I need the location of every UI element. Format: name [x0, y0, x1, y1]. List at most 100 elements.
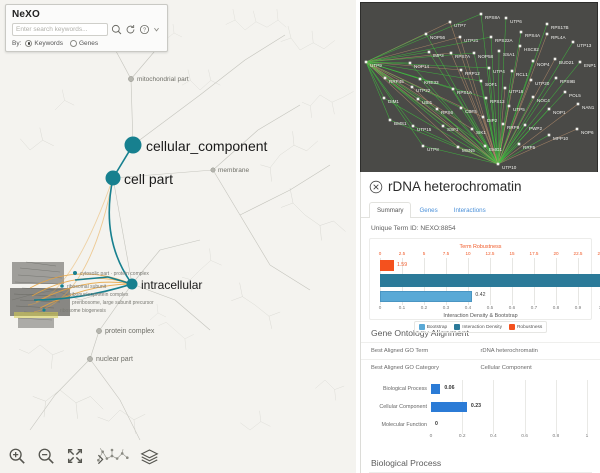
svg-text:UTP21: UTP21: [464, 38, 479, 43]
svg-text:NOP6: NOP6: [581, 130, 594, 135]
page-title: rDNA heterochromatin: [388, 179, 522, 194]
svg-text:NOP56: NOP56: [430, 35, 446, 40]
search-panel[interactable]: NeXO ? By: Keywords Genes: [5, 4, 168, 52]
axis-tick-top: 12.5: [485, 251, 495, 256]
axis-tick-top: 0: [378, 251, 382, 256]
svg-text:MPP10: MPP10: [553, 136, 569, 141]
svg-text:KRE33: KRE33: [424, 80, 439, 85]
layers-icon[interactable]: [140, 447, 159, 465]
gene-network-nodes[interactable]: [364, 12, 582, 166]
ontology-network-svg[interactable]: mitochondrial part membrane protein comp…: [0, 0, 356, 473]
radio-option-genes[interactable]: Genes: [69, 40, 99, 47]
svg-text:UTP18: UTP18: [509, 89, 524, 94]
legend-swatch-interaction-density: [454, 324, 461, 330]
svg-text:RPS4A: RPS4A: [525, 33, 541, 38]
radio-keywords[interactable]: [25, 40, 33, 47]
view-toolbar[interactable]: [0, 439, 356, 473]
chart-bottom-axis: 0 0.1 0.2 0.3 0.4 0.5 0.6 0.7 0.8 0.9 1: [374, 305, 600, 312]
svg-text:RPS1A: RPS1A: [457, 90, 473, 95]
gene-network-svg[interactable]: UTP9 RPS8A UTP6 UTP7 RPS17B NOP56 UTP21 RPS22A R…: [361, 3, 598, 174]
svg-text:BMS1: BMS1: [394, 121, 407, 126]
go-gridline: [555, 398, 557, 416]
gene-network-edges: [365, 13, 581, 165]
axis-tick-top: 5: [422, 251, 426, 256]
search-icon[interactable]: [111, 24, 122, 35]
svg-text:UTP15: UTP15: [417, 127, 432, 132]
svg-text:UTP7: UTP7: [454, 23, 466, 28]
chevron-down-icon[interactable]: [153, 26, 160, 33]
term-robustness-chart: Term Robustness 0 2.5 5 7.5 10 12.5 15 17.5 20 22…: [369, 238, 600, 333]
go-gridline: [493, 380, 495, 398]
legend-swatch-robustness: [508, 324, 515, 330]
go-gridline: [524, 380, 526, 398]
radio-genes[interactable]: [69, 40, 77, 47]
chart-legend[interactable]: Bootstrap Interaction Density Robustness: [413, 321, 548, 333]
ontology-highlighted-nodes[interactable]: [105, 136, 142, 290]
go-bar-label-molecular-function: Molecular Function: [381, 422, 427, 428]
svg-text:UTP8: UTP8: [427, 147, 439, 152]
svg-text:IMP3: IMP3: [433, 53, 444, 58]
svg-text:UTP6: UTP6: [510, 19, 522, 24]
ontology-minor-nodes[interactable]: mitochondrial part membrane protein comp…: [42, 76, 249, 363]
bar-value-robustness: 1.59: [396, 262, 408, 268]
go-gridline: [587, 398, 588, 416]
go-gridline: [555, 380, 557, 398]
term-id-text: Unique Term ID: NEXO:8854: [371, 225, 456, 232]
svg-text:preribosome, large subunit pre: preribosome, large subunit precursor: [72, 300, 154, 306]
svg-text:UTP4: UTP4: [493, 69, 505, 74]
legend-label-bootstrap: Bootstrap: [426, 324, 448, 330]
legend-item-interaction-density[interactable]: Interaction Density: [454, 324, 502, 330]
radio-option-keywords[interactable]: Keywords: [25, 40, 63, 47]
biological-process-section-title: Biological Process: [371, 458, 442, 468]
svg-text:UTP13: UTP13: [577, 43, 592, 48]
svg-text:NOP14: NOP14: [414, 64, 430, 69]
svg-text:RRP5: RRP5: [523, 145, 536, 150]
axis-tick-top: 22.5: [573, 251, 583, 256]
legend-label-interaction-density: Interaction Density: [462, 324, 502, 330]
tab-summary[interactable]: Summary: [369, 202, 412, 218]
axis-tick-top: 10: [465, 251, 471, 256]
svg-text:DIM1: DIM1: [388, 99, 399, 104]
go-bar-cellular-component: [431, 402, 467, 412]
svg-text:SSA1: SSA1: [503, 52, 515, 57]
tree-subgraph-decoration: [18, 9, 354, 434]
axis-tick-bottom: 0.4: [464, 305, 472, 310]
radio-label-genes: Genes: [78, 40, 99, 47]
chart-top-axis: 0 2.5 5 7.5 10 12.5 15 17.5 20 22.5 25: [374, 251, 600, 258]
svg-text:ENP1: ENP1: [584, 63, 596, 68]
radio-label-keywords: Keywords: [34, 40, 63, 47]
svg-text:POL5: POL5: [569, 93, 581, 98]
network-layout-icon[interactable]: [95, 446, 129, 466]
detail-tabs[interactable]: Summary Genes Interactions: [361, 201, 600, 218]
legend-item-bootstrap[interactable]: Bootstrap: [418, 324, 448, 330]
ontology-tree-view[interactable]: mitochondrial part membrane protein comp…: [0, 0, 356, 473]
svg-text:RPS6: RPS6: [441, 110, 453, 115]
zoom-in-icon[interactable]: [8, 447, 26, 465]
go-bar-biological-process: [431, 384, 441, 394]
svg-text:membrane: membrane: [218, 167, 249, 174]
axis-tick-top: 25: [597, 251, 600, 256]
zoom-out-icon[interactable]: [37, 447, 55, 465]
axis-tick-bottom: 0.5: [486, 305, 494, 310]
gene-interaction-network[interactable]: UTP9 RPS8A UTP6 UTP7 RPS17B NOP56 UTP21 RPS22A R…: [360, 2, 598, 174]
tab-interactions[interactable]: Interactions: [453, 207, 486, 214]
svg-text:RPS7A: RPS7A: [455, 54, 471, 59]
legend-swatch-bootstrap: [418, 324, 425, 330]
go-value-term: rDNA heterochromatin: [480, 348, 538, 354]
legend-label-robustness: Robustness: [516, 324, 543, 330]
go-gridline: [493, 416, 495, 434]
axis-tick-top: 2.5: [398, 251, 406, 256]
legend-item-robustness[interactable]: Robustness: [508, 324, 543, 330]
svg-text:EMG1: EMG1: [489, 147, 502, 152]
reset-icon[interactable]: [125, 24, 136, 35]
close-circle-icon[interactable]: [369, 180, 383, 194]
search-input[interactable]: [12, 23, 108, 36]
help-icon[interactable]: ?: [139, 24, 150, 35]
axis-tick-bottom: 0.9: [574, 305, 582, 310]
term-detail-panel[interactable]: rDNA heterochromatin Summary Genes Inter…: [360, 172, 600, 473]
fit-screen-icon[interactable]: [66, 447, 84, 465]
svg-text:UTP20: UTP20: [535, 81, 550, 86]
go-value-category: Cellular Component: [480, 365, 532, 371]
gene-network-labels: UTP9 RPS8A UTP6 UTP7 RPS17B NOP56 UTP21 RPS22A R…: [370, 15, 596, 170]
tab-genes[interactable]: Genes: [419, 207, 438, 214]
